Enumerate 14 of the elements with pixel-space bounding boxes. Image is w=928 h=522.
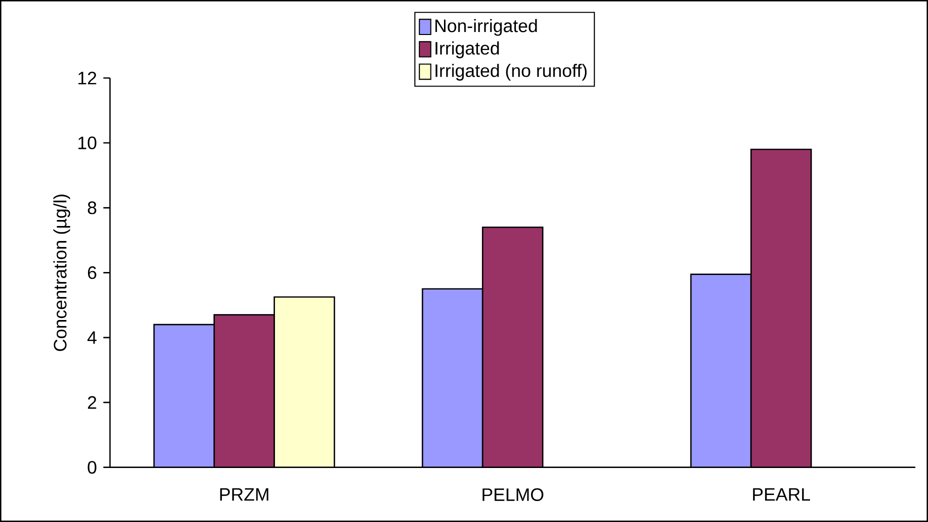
- legend-label: Irrigated: [436, 41, 499, 58]
- legend-label: Non-irrigated: [435, 19, 537, 36]
- y-tick-label: 6: [88, 266, 96, 280]
- x-tick-label: PELMO: [482, 488, 544, 502]
- y-tick-label: 8: [88, 201, 96, 214]
- y-tick-label: 10: [78, 136, 96, 150]
- y-tick-label: 2: [88, 396, 96, 409]
- x-tick-label: PRZM: [220, 488, 268, 501]
- y-axis-title: Concentration (µg/l): [53, 194, 70, 351]
- y-tick-label: 0: [88, 460, 96, 474]
- x-tick-label: PEARL: [753, 488, 810, 501]
- y-tick-label: 12: [78, 72, 96, 84]
- legend-label: Irrigated (no runoff): [436, 64, 587, 81]
- y-tick-label: 4: [87, 331, 97, 344]
